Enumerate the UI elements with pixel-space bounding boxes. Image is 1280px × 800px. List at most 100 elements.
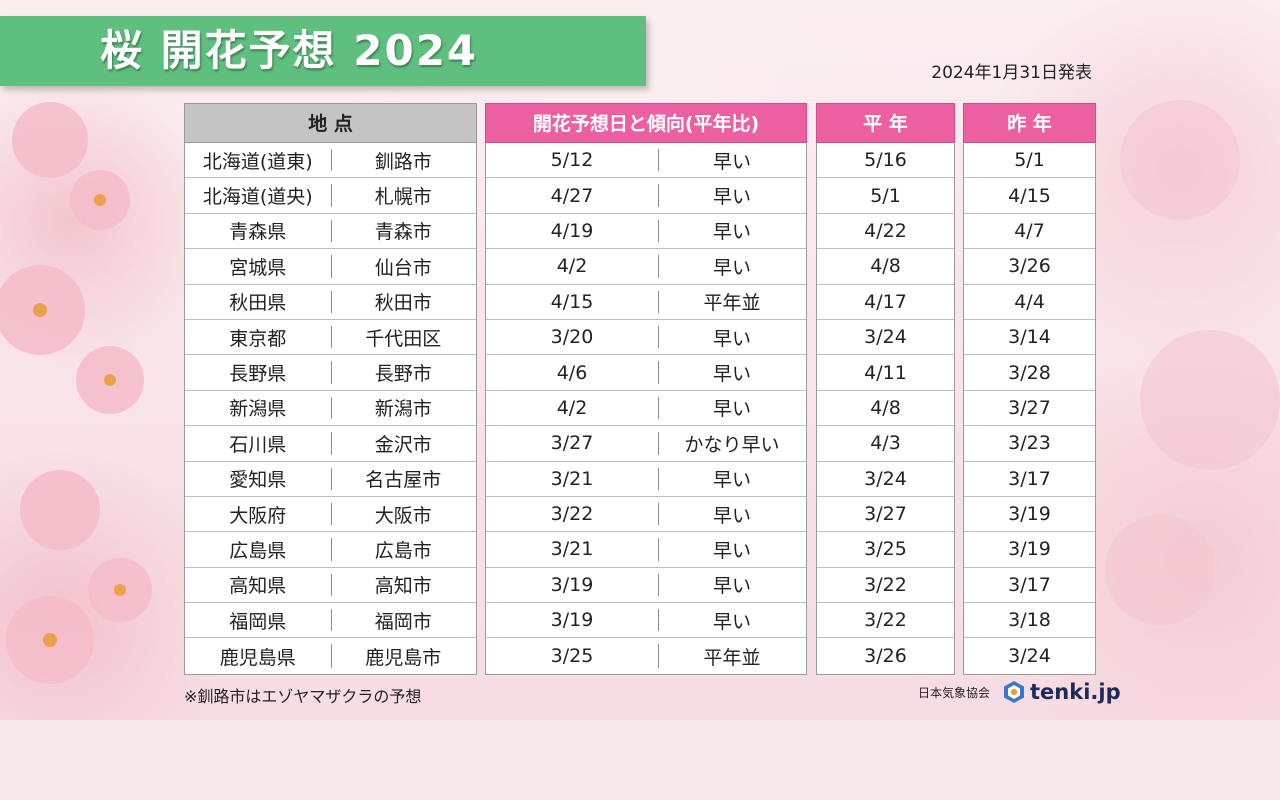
location-column: 地 点 北海道(道東) 釧路市 北海道(道央) 札幌市 青森県 青森市 宮城県 仙台市 秋田県秋… (184, 103, 477, 675)
publication-date: 2024年1月31日発表 (931, 63, 1092, 83)
table-row: 4/15 (964, 178, 1095, 214)
location-rows: 北海道(道東) 釧路市 北海道(道央) 札幌市 青森県 青森市 宮城県 仙台市 秋田県 秋田市 東京… (184, 143, 477, 675)
table-row: 5/12 早い (486, 143, 806, 179)
table-row: 石川県 金沢市 (185, 426, 476, 462)
table-row: 4/2 早い (486, 249, 806, 285)
association-name: 日本気象協会 (918, 685, 991, 700)
last-year-date-cell: 5/1 (1014, 149, 1045, 172)
table-row: 3/27 かなり早い (486, 426, 806, 462)
forecast-header: 開花予想日と傾向(平年比) (485, 103, 807, 143)
last-year-header: 昨 年 (963, 103, 1096, 143)
trend-cell: 早い (712, 398, 751, 421)
table-row: 3/26 (964, 249, 1095, 285)
tenki-logo-icon (1004, 681, 1025, 703)
footnote: ※釧路市はエゾヤマザクラの予想 (184, 687, 422, 706)
region-cell: 北海道(道東) (202, 150, 313, 173)
city-cell: 高知市 (374, 575, 432, 598)
table-row: 3/28 (964, 355, 1095, 391)
page-title: 桜 開花予想 2024 (100, 26, 479, 75)
city-cell: 名古屋市 (365, 469, 442, 492)
table-row: 3/24 (817, 462, 954, 497)
forecast-date-cell: 3/27 (550, 432, 594, 455)
table-row: 青森県 青森市 (185, 214, 476, 250)
normal-date-cell: 4/8 (870, 396, 901, 419)
last-year-date-cell: 3/17 (1008, 573, 1051, 596)
region-cell: 秋田県 (229, 292, 287, 315)
table-row: 東京都 千代田区 (185, 320, 476, 356)
last-year-column: 昨 年 5/1 4/15 4/7 3/26 4/4 3/14 3/28 3/27 3/23 3/1… (963, 103, 1096, 675)
table-row: 3/26 (817, 638, 954, 673)
table-row: 4/15 平年並 (486, 285, 806, 320)
last-year-date-cell: 3/19 (1008, 503, 1051, 526)
normal-header: 平 年 (816, 103, 955, 143)
forecast-column: 開花予想日と傾向(平年比) 5/12 早い 4/27 早い 4/19 早い 4/2 早い 4/1… (485, 103, 807, 675)
last-year-rows: 5/1 4/15 4/7 3/26 4/4 3/14 3/28 3/27 3/23 3/17 3/1… (963, 143, 1096, 675)
last-year-date-cell: 3/28 (1008, 361, 1051, 384)
forecast-rows: 5/12 早い 4/27 早い 4/19 早い 4/2 早い 4/15 平年並 3/20 早い 4/6 早… (485, 143, 807, 675)
forecast-date-cell: 3/19 (550, 609, 594, 632)
brand-name: tenki.jp (1030, 680, 1121, 704)
trend-cell: 早い (712, 575, 751, 598)
forecast-date-cell: 3/20 (550, 326, 594, 349)
normal-column: 平 年 5/16 5/1 4/22 4/8 4/17 3/24 4/11 4/8 4/3 3/24… (816, 103, 955, 675)
forecast-date-cell: 3/21 (550, 538, 594, 561)
city-cell: 鹿児島市 (365, 646, 442, 669)
table-row: 3/25 (817, 532, 954, 568)
table-row: 3/19 早い (486, 568, 806, 604)
table-row: 3/24 (964, 638, 1095, 673)
forecast-date-cell: 4/6 (556, 361, 588, 384)
city-cell: 釧路市 (374, 150, 432, 173)
table-row: 3/27 (817, 497, 954, 533)
table-row: 高知県 高知市 (185, 568, 476, 604)
city-cell: 長野市 (374, 363, 432, 386)
last-year-date-cell: 3/18 (1008, 609, 1051, 632)
table-row: 3/20 早い (486, 320, 806, 356)
city-cell: 秋田市 (374, 292, 432, 315)
region-cell: 北海道(道央) (202, 186, 313, 209)
table-row: 新潟県 新潟市 (185, 391, 476, 427)
trend-cell: 早い (712, 469, 751, 492)
table-row: 3/24 (817, 320, 954, 356)
city-cell: 札幌市 (374, 186, 432, 209)
region-cell: 愛知県 (229, 469, 287, 492)
table-row: 3/14 (964, 320, 1095, 356)
table-row: 北海道(道央) 札幌市 (185, 178, 476, 214)
trend-cell: 早い (712, 186, 751, 209)
normal-date-cell: 3/26 (864, 645, 907, 668)
table-row: 3/19 (964, 497, 1095, 533)
last-year-date-cell: 4/4 (1014, 290, 1045, 313)
table-row: 4/22 (817, 214, 954, 250)
table-row: 大阪府 大阪市 (185, 497, 476, 533)
normal-date-cell: 5/1 (870, 184, 901, 207)
normal-date-cell: 4/8 (870, 255, 901, 278)
table-row: 3/19 早い (486, 603, 806, 639)
table-row: 3/27 (964, 391, 1095, 427)
trend-cell: 早い (712, 327, 751, 350)
cherry-blossom-decoration-right (1105, 100, 1280, 625)
last-year-date-cell: 4/7 (1014, 219, 1045, 242)
trend-cell: 早い (712, 610, 751, 633)
forecast-date-cell: 4/15 (550, 290, 594, 313)
location-header: 地 点 (184, 103, 477, 143)
normal-date-cell: 3/24 (864, 467, 907, 490)
region-cell: 石川県 (229, 433, 287, 456)
region-cell: 宮城県 (229, 256, 287, 279)
region-cell: 高知県 (229, 575, 287, 598)
table-row: 福岡県 福岡市 (185, 603, 476, 639)
trend-cell: 平年並 (703, 292, 761, 315)
normal-date-cell: 4/11 (864, 361, 907, 384)
region-cell: 青森県 (229, 221, 287, 244)
trend-cell: 早い (712, 150, 751, 173)
region-cell: 大阪府 (229, 504, 287, 527)
forecast-date-cell: 4/19 (550, 219, 594, 242)
forecast-date-cell: 3/19 (550, 573, 594, 596)
trend-cell: 早い (712, 504, 751, 527)
table-row: 5/16 (817, 143, 954, 179)
last-year-date-cell: 3/24 (1008, 645, 1051, 668)
city-cell: 大阪市 (374, 504, 432, 527)
normal-date-cell: 4/17 (864, 290, 907, 313)
city-cell: 千代田区 (365, 327, 442, 350)
table-row: 5/1 (817, 178, 954, 214)
region-cell: 広島県 (229, 539, 287, 562)
region-cell: 東京都 (229, 327, 287, 350)
